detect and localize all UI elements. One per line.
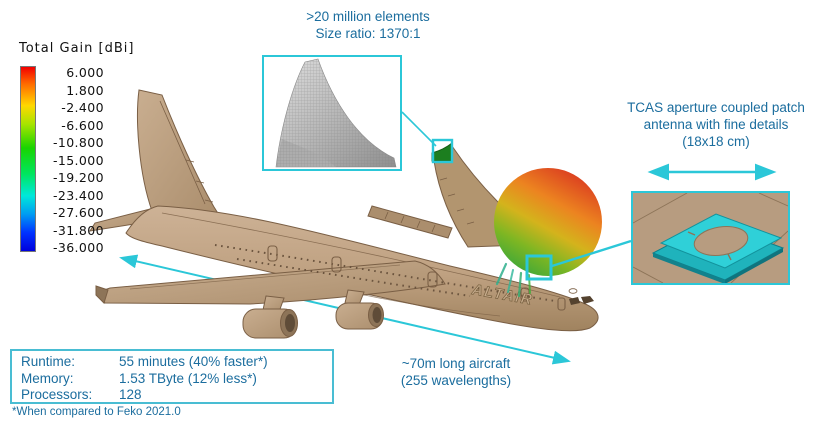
colorbar-gradient (20, 66, 36, 252)
tick-label: -23.400 (52, 187, 104, 203)
mesh-connector-line (401, 111, 437, 147)
tick-label: 1.800 (66, 82, 104, 98)
patch-aperture (693, 226, 749, 256)
vertical-fin (137, 89, 220, 216)
stat-value: 128 (119, 387, 142, 402)
tick-label: -2.400 (61, 100, 104, 116)
radiation-pattern-sphere (494, 168, 602, 298)
tcas-callout-line2: (18x18 cm) (682, 134, 750, 149)
tick-label: -31.800 (52, 222, 104, 238)
wingtip-mesh-image (275, 58, 397, 168)
tcas-callout-text: TCAS aperture coupled patch antenna with… (608, 99, 824, 150)
aircraft-callout-line2: (255 wavelengths) (400, 373, 512, 388)
window-row (236, 258, 471, 297)
stabilizer-right (367, 205, 453, 239)
tick-label: -10.800 (52, 135, 104, 151)
tick-label: 6.000 (66, 65, 104, 80)
antenna-connector-line (551, 239, 632, 268)
mesh-callout-line1: >20 million elements (306, 9, 430, 24)
stat-value: 1.53 TByte (12% less*) (119, 370, 257, 386)
tick-label: -15.000 (52, 152, 104, 168)
stats-box: Runtime: 55 minutes (40% faster*) Memory… (10, 349, 334, 404)
tick-label: -19.200 (52, 170, 104, 186)
aircraft-illustration: ALTAIR (88, 89, 599, 339)
antenna-zoom-box (525, 254, 553, 281)
legend-title: Total Gain [dBi] (19, 41, 135, 56)
aircraft-callout-text: ~70m long aircraft (255 wavelengths) (356, 355, 556, 389)
tick-label: -6.600 (61, 117, 104, 133)
tick-label: -27.600 (52, 205, 104, 221)
door-outlines (267, 245, 566, 311)
stat-label: Memory: (21, 370, 74, 386)
mesh-callout-line2: Size ratio: 1370:1 (315, 26, 421, 41)
winglet (95, 285, 109, 304)
mesh-inset (262, 55, 402, 171)
stat-value: 55 minutes (40% faster*) (119, 354, 268, 369)
footnote: *When compared to Feko 2021.0 (12, 406, 181, 418)
aircraft-callout-line1: ~70m long aircraft (401, 356, 511, 371)
patch-antenna-image (632, 192, 789, 284)
cockpit-windows (569, 296, 594, 305)
tick-label: -36.000 (52, 240, 104, 256)
stat-label: Runtime: (21, 354, 76, 369)
colorbar-tick-labels: 6.000 1.800 -2.400 -6.600 -10.800 -15.00… (38, 64, 104, 257)
stat-label: Processors: (21, 387, 93, 402)
patch-antenna-inset (631, 191, 790, 285)
tcas-callout-line1: TCAS aperture coupled patch antenna with… (627, 100, 805, 132)
mesh-zoom-box (431, 138, 454, 164)
mesh-callout-text: >20 million elements Size ratio: 1370:1 (263, 8, 473, 42)
